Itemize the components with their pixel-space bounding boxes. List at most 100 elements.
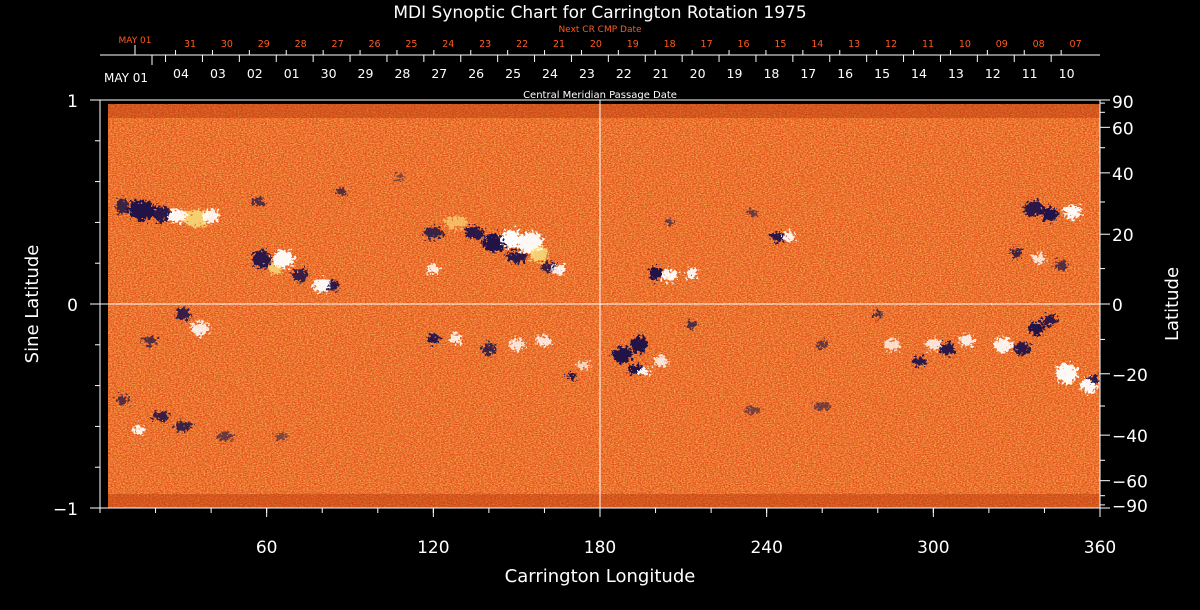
magnetic-region: [152, 206, 171, 223]
plot-axes: 60 120 180 240 300 360 1 0 −1 90 60 40 20 0 −20 −40 −6…: [53, 92, 1148, 558]
cmp-date-label: 30: [321, 66, 337, 81]
magnetic-region: [501, 229, 522, 248]
next-cmp-date-label: 16: [737, 39, 749, 50]
cmp-date-label: 11: [1022, 66, 1038, 81]
next-cmp-date-label: 30: [221, 39, 233, 50]
magnetic-region: [203, 209, 220, 224]
magnetic-region: [654, 356, 669, 367]
magnetic-region: [482, 233, 507, 252]
y-right-tick-label: −60: [1112, 473, 1148, 493]
cmp-date-label: 23: [579, 66, 595, 81]
magnetic-region: [1063, 205, 1082, 220]
magnetic-region: [685, 268, 698, 279]
magnetic-region: [506, 251, 527, 264]
magnetic-region: [336, 187, 347, 196]
cmp-date-label: 10: [1059, 66, 1075, 81]
magnetic-region: [217, 432, 233, 441]
magnetic-region: [1032, 254, 1045, 265]
next-cmp-date-label: 31: [184, 39, 196, 50]
cmp-date-label: 20: [690, 66, 706, 81]
next-cmp-date-label: 09: [996, 39, 1008, 50]
next-cmp-date-label: 08: [1033, 39, 1045, 50]
cmp-date-label: 18: [763, 66, 779, 81]
magnetic-region: [814, 402, 831, 410]
cmp-date-axis: MAY 01 Central Meridian Passage Date 04 0…: [100, 55, 1100, 101]
magnetic-region: [132, 425, 145, 436]
magnetic-region: [252, 197, 265, 207]
magnetic-region: [191, 321, 209, 336]
cmp-date-label: 25: [505, 66, 521, 81]
next-cmp-date-label: 28: [295, 39, 307, 50]
magnetic-region: [939, 342, 956, 355]
cmp-date-label: 01: [284, 66, 300, 81]
magnetic-region: [423, 226, 444, 239]
y-right-tick-label: 20: [1112, 226, 1134, 246]
y-right-tick-label: 0: [1112, 296, 1123, 316]
next-cmp-date-label: 07: [1070, 39, 1082, 50]
magnetic-region: [481, 342, 496, 355]
magnetic-region: [269, 264, 281, 275]
y-right-tick-label: 90: [1112, 93, 1134, 113]
cmp-date-label: 29: [358, 66, 374, 81]
x-tick-label: 180: [584, 538, 616, 558]
next-cmp-date-label: 11: [922, 39, 934, 50]
next-cmp-date-label: 13: [848, 39, 860, 50]
magnetic-region: [536, 335, 553, 346]
magnetic-region: [1041, 207, 1059, 222]
magnetic-region: [926, 338, 941, 351]
next-cmp-date-label: 25: [405, 39, 417, 50]
magnetic-region: [1089, 374, 1100, 385]
cmp-date-label: 22: [616, 66, 632, 81]
magnetic-region: [176, 308, 191, 321]
magnetic-region: [1028, 321, 1045, 336]
chart-title: MDI Synoptic Chart for Carrington Rotati…: [393, 3, 806, 23]
x-axis-label: Carrington Longitude: [505, 566, 696, 587]
next-cmp-date-label: 17: [701, 39, 713, 50]
cmp-date-label: 15: [874, 66, 890, 81]
x-tick-label: 60: [256, 538, 278, 558]
cmp-date-label: 27: [431, 66, 447, 81]
magnetic-region: [443, 216, 468, 229]
magnetic-region: [251, 250, 272, 269]
x-tick-label: 120: [417, 538, 449, 558]
cmp-month-label: MAY 01: [104, 71, 148, 85]
next-cmp-date-label: 23: [479, 39, 491, 50]
x-tick-label: 360: [1084, 538, 1116, 558]
magnetic-region: [327, 280, 340, 291]
magnetic-region: [116, 394, 129, 405]
magnetic-region: [649, 266, 662, 281]
next-cmp-axis-label: Next CR CMP Date: [558, 25, 642, 35]
y-left-tick-label: 1: [67, 92, 78, 112]
cmp-date-label: 17: [800, 66, 816, 81]
next-cmp-date-label: 18: [664, 39, 676, 50]
magnetic-region: [638, 367, 651, 376]
cmp-date-label: 04: [173, 66, 189, 81]
next-cmp-date-label: 20: [590, 39, 602, 50]
magnetic-region: [912, 356, 927, 367]
next-cmp-date-label: 21: [553, 39, 565, 50]
magnetic-region: [1014, 341, 1031, 356]
next-cmp-date-label: 24: [442, 39, 454, 50]
x-tick-label: 300: [917, 538, 949, 558]
magnetic-region: [661, 269, 678, 282]
magnetic-region: [1043, 314, 1057, 327]
magnetic-region: [551, 264, 566, 275]
magnetic-region: [272, 250, 295, 269]
y-left-tick-label: 0: [67, 296, 78, 316]
magnetic-region: [958, 334, 975, 347]
next-cmp-date-label: 29: [258, 39, 270, 50]
magnetic-region: [313, 278, 332, 293]
cmp-date-label: 02: [247, 66, 263, 81]
cmp-date-label: 28: [394, 66, 410, 81]
y-right-tick-label: −20: [1112, 366, 1148, 386]
magnetic-region: [883, 338, 900, 351]
magnetic-region: [993, 336, 1012, 353]
magnetic-region: [448, 333, 463, 344]
y-left-tick-label: −1: [53, 500, 78, 520]
magnetic-region: [629, 336, 648, 353]
magnetic-region: [782, 231, 795, 242]
next-cmp-date-label: 26: [368, 39, 380, 50]
next-cmp-date-label: 14: [811, 39, 823, 50]
magnetic-region: [567, 371, 578, 380]
magnetic-region: [427, 333, 440, 344]
